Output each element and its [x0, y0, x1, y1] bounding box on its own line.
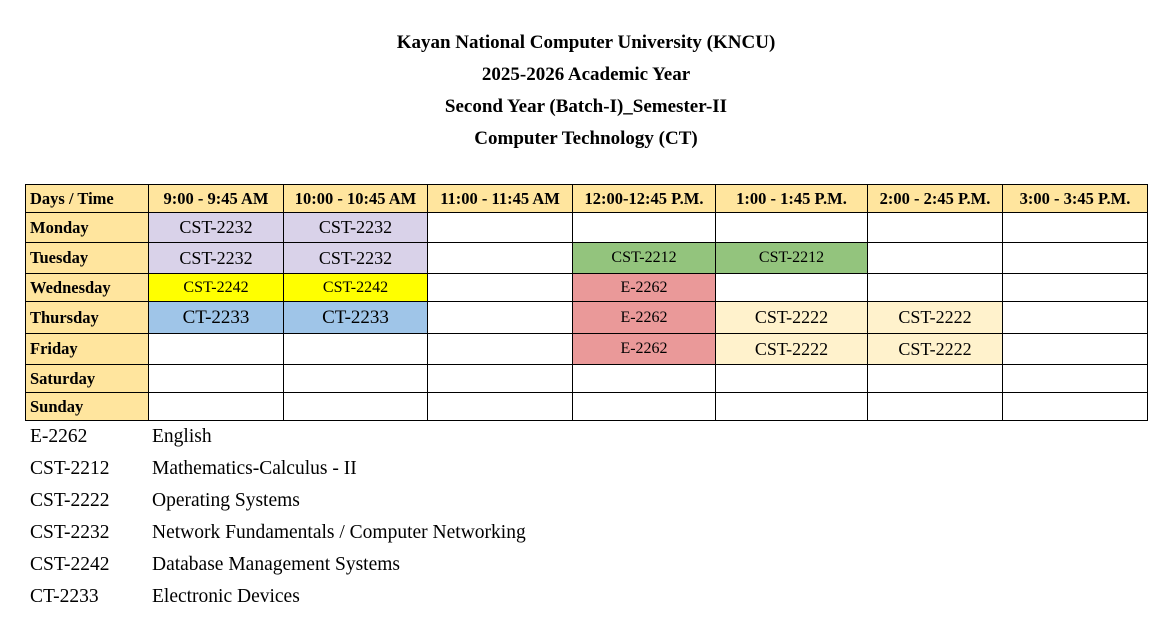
- class-cell: CT-2233: [148, 301, 284, 334]
- empty-cell: [867, 273, 1003, 302]
- empty-cell: [572, 212, 716, 243]
- empty-cell: [1002, 242, 1148, 274]
- class-cell: E-2262: [572, 333, 716, 365]
- day-label: Saturday: [25, 364, 149, 393]
- day-label: Friday: [25, 333, 149, 365]
- empty-cell: [427, 301, 573, 334]
- day-row-thursday: Thursday CT-2233 CT-2233 E-2262 CST-2222…: [25, 301, 1148, 334]
- empty-cell: [572, 364, 716, 393]
- day-row-wednesday: Wednesday CST-2242 CST-2242 E-2262: [25, 273, 1148, 302]
- legend-course-name: Electronic Devices: [152, 586, 300, 607]
- day-row-saturday: Saturday: [25, 364, 1148, 393]
- legend-code: CST-2212: [30, 458, 110, 479]
- class-cell: CST-2222: [867, 333, 1003, 365]
- empty-cell: [427, 212, 573, 243]
- legend-course-name: Mathematics-Calculus - II: [152, 458, 357, 479]
- empty-cell: [283, 333, 428, 365]
- empty-cell: [715, 364, 868, 393]
- empty-cell: [572, 392, 716, 421]
- empty-cell: [1002, 333, 1148, 365]
- legend-item: CST-2242 Database Management Systems: [30, 549, 526, 581]
- class-cell: CST-2232: [148, 212, 284, 243]
- day-row-monday: Monday CST-2232 CST-2232: [25, 212, 1148, 243]
- class-cell: CT-2233: [283, 301, 428, 334]
- legend-code: CST-2242: [30, 554, 110, 575]
- class-cell: CST-2222: [715, 301, 868, 334]
- slot-header: 9:00 - 9:45 AM: [148, 184, 284, 213]
- corner-header: Days / Time: [25, 184, 149, 213]
- legend-course-name: Network Fundamentals / Computer Networki…: [152, 522, 526, 543]
- empty-cell: [867, 242, 1003, 274]
- legend-code: E-2262: [30, 426, 88, 447]
- empty-cell: [427, 392, 573, 421]
- class-cell: CST-2222: [867, 301, 1003, 334]
- class-cell: E-2262: [572, 301, 716, 334]
- slot-header: 1:00 - 1:45 P.M.: [715, 184, 868, 213]
- slot-header: 12:00-12:45 P.M.: [572, 184, 716, 213]
- empty-cell: [1002, 273, 1148, 302]
- empty-cell: [427, 273, 573, 302]
- empty-cell: [715, 392, 868, 421]
- legend-code: CT-2233: [30, 586, 99, 607]
- class-cell: CST-2222: [715, 333, 868, 365]
- legend-code: CST-2232: [30, 522, 110, 543]
- class-cell: CST-2242: [148, 273, 284, 302]
- empty-cell: [1002, 301, 1148, 334]
- day-label: Tuesday: [25, 242, 149, 274]
- legend-item: CT-2233 Electronic Devices: [30, 581, 526, 613]
- empty-cell: [148, 364, 284, 393]
- empty-cell: [1002, 364, 1148, 393]
- class-cell: CST-2232: [283, 212, 428, 243]
- class-cell: E-2262: [572, 273, 716, 302]
- empty-cell: [1002, 392, 1148, 421]
- class-cell: CST-2212: [572, 242, 716, 274]
- empty-cell: [427, 242, 573, 274]
- empty-cell: [867, 364, 1003, 393]
- empty-cell: [148, 333, 284, 365]
- class-cell: CST-2232: [148, 242, 284, 274]
- academic-year-title: 2025-2026 Academic Year: [481, 64, 691, 85]
- batch-title: Second Year (Batch-I)_Semester-II: [444, 96, 728, 117]
- timetable-header-row: Days / Time 9:00 - 9:45 AM 10:00 - 10:45…: [25, 184, 1148, 213]
- slot-header: 10:00 - 10:45 AM: [283, 184, 428, 213]
- slot-header: 3:00 - 3:45 P.M.: [1002, 184, 1148, 213]
- empty-cell: [283, 392, 428, 421]
- day-label: Wednesday: [25, 273, 149, 302]
- empty-cell: [427, 333, 573, 365]
- timetable-title-block: Kayan National Computer University (KNCU…: [0, 29, 1170, 157]
- legend-course-name: Operating Systems: [152, 490, 300, 511]
- program-title: Computer Technology (CT): [474, 128, 698, 149]
- empty-cell: [715, 212, 868, 243]
- class-cell: CST-2232: [283, 242, 428, 274]
- class-cell: CST-2242: [283, 273, 428, 302]
- empty-cell: [148, 392, 284, 421]
- university-title: Kayan National Computer University (KNCU…: [396, 32, 776, 53]
- class-cell: CST-2212: [715, 242, 868, 274]
- empty-cell: [867, 392, 1003, 421]
- empty-cell: [1002, 212, 1148, 243]
- day-row-tuesday: Tuesday CST-2232 CST-2232 CST-2212 CST-2…: [25, 242, 1148, 274]
- empty-cell: [283, 364, 428, 393]
- legend-item: E-2262 English: [30, 421, 526, 453]
- slot-header: 11:00 - 11:45 AM: [427, 184, 573, 213]
- day-label: Monday: [25, 212, 149, 243]
- day-row-friday: Friday E-2262 CST-2222 CST-2222: [25, 333, 1148, 365]
- day-label: Thursday: [25, 301, 149, 334]
- timetable: Days / Time 9:00 - 9:45 AM 10:00 - 10:45…: [25, 184, 1148, 421]
- empty-cell: [715, 273, 868, 302]
- legend-item: CST-2212 Mathematics-Calculus - II: [30, 453, 526, 485]
- legend-course-name: English: [152, 426, 212, 447]
- legend-code: CST-2222: [30, 490, 110, 511]
- legend-item: CST-2232 Network Fundamentals / Computer…: [30, 517, 526, 549]
- day-label: Sunday: [25, 392, 149, 421]
- day-row-sunday: Sunday: [25, 392, 1148, 421]
- course-legend: E-2262 English CST-2212 Mathematics-Calc…: [30, 421, 526, 613]
- empty-cell: [867, 212, 1003, 243]
- slot-header: 2:00 - 2:45 P.M.: [867, 184, 1003, 213]
- legend-item: CST-2222 Operating Systems: [30, 485, 526, 517]
- legend-course-name: Database Management Systems: [152, 554, 401, 575]
- empty-cell: [427, 364, 573, 393]
